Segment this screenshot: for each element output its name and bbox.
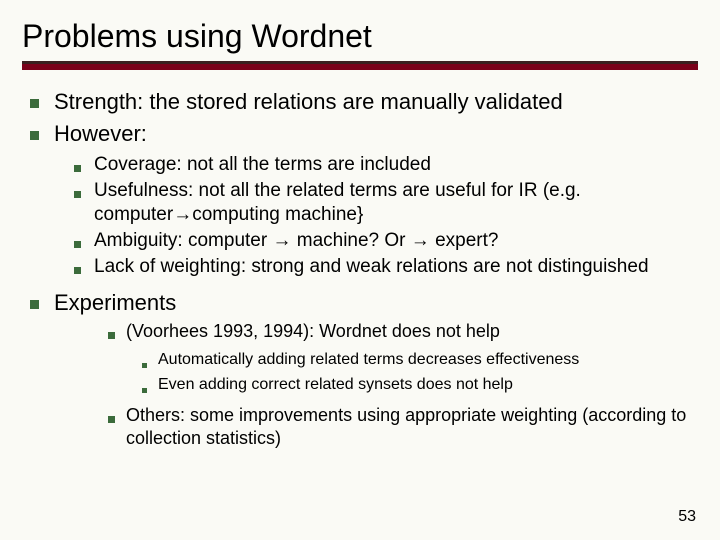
bullets-level3: Others: some improvements using appropri… xyxy=(22,404,698,449)
list-item: Automatically adding related terms decre… xyxy=(142,350,698,373)
bullet-text: Experiments xyxy=(54,289,698,317)
square-bullet-icon xyxy=(74,179,94,227)
list-item: Coverage: not all the terms are included xyxy=(74,153,698,177)
list-item: Even adding correct related synsets does… xyxy=(142,375,698,398)
square-bullet-icon xyxy=(74,153,94,177)
bullet-text: Usefulness: not all the related terms ar… xyxy=(94,179,698,227)
list-item: Usefulness: not all the related terms ar… xyxy=(74,179,698,227)
bullets-level1: Experiments xyxy=(22,289,698,317)
square-bullet-icon xyxy=(142,350,158,373)
bullets-level3: (Voorhees 1993, 1994): Wordnet does not … xyxy=(22,320,698,344)
square-bullet-icon xyxy=(74,229,94,253)
list-item: However: xyxy=(30,120,698,148)
bullets-level2: Coverage: not all the terms are included… xyxy=(22,153,698,279)
square-bullet-icon xyxy=(108,320,126,344)
bullet-text: Ambiguity: computer → machine? Or → expe… xyxy=(94,229,698,253)
bullet-text: However: xyxy=(54,120,698,148)
square-bullet-icon xyxy=(30,88,54,116)
list-item: Ambiguity: computer → machine? Or → expe… xyxy=(74,229,698,253)
square-bullet-icon xyxy=(30,120,54,148)
page-number: 53 xyxy=(678,508,696,526)
list-item: Lack of weighting: strong and weak relat… xyxy=(74,255,698,279)
bullet-text: Automatically adding related terms decre… xyxy=(158,350,698,373)
bullet-text: (Voorhees 1993, 1994): Wordnet does not … xyxy=(126,320,698,344)
bullet-text: Others: some improvements using appropri… xyxy=(126,404,698,449)
bullet-text: Strength: the stored relations are manua… xyxy=(54,88,698,116)
square-bullet-icon xyxy=(74,255,94,279)
square-bullet-icon xyxy=(142,375,158,398)
square-bullet-icon xyxy=(108,404,126,449)
list-item: (Voorhees 1993, 1994): Wordnet does not … xyxy=(108,320,698,344)
bullets-level4: Automatically adding related terms decre… xyxy=(22,350,698,398)
bullet-text: Even adding correct related synsets does… xyxy=(158,375,698,398)
list-item: Experiments xyxy=(30,289,698,317)
slide-title: Problems using Wordnet xyxy=(22,18,698,55)
list-item: Others: some improvements using appropri… xyxy=(108,404,698,449)
bullets-level1: Strength: the stored relations are manua… xyxy=(22,88,698,147)
list-item: Strength: the stored relations are manua… xyxy=(30,88,698,116)
bullet-text: Lack of weighting: strong and weak relat… xyxy=(94,255,698,279)
square-bullet-icon xyxy=(30,289,54,317)
title-rule xyxy=(22,61,698,70)
bullet-text: Coverage: not all the terms are included xyxy=(94,153,698,177)
